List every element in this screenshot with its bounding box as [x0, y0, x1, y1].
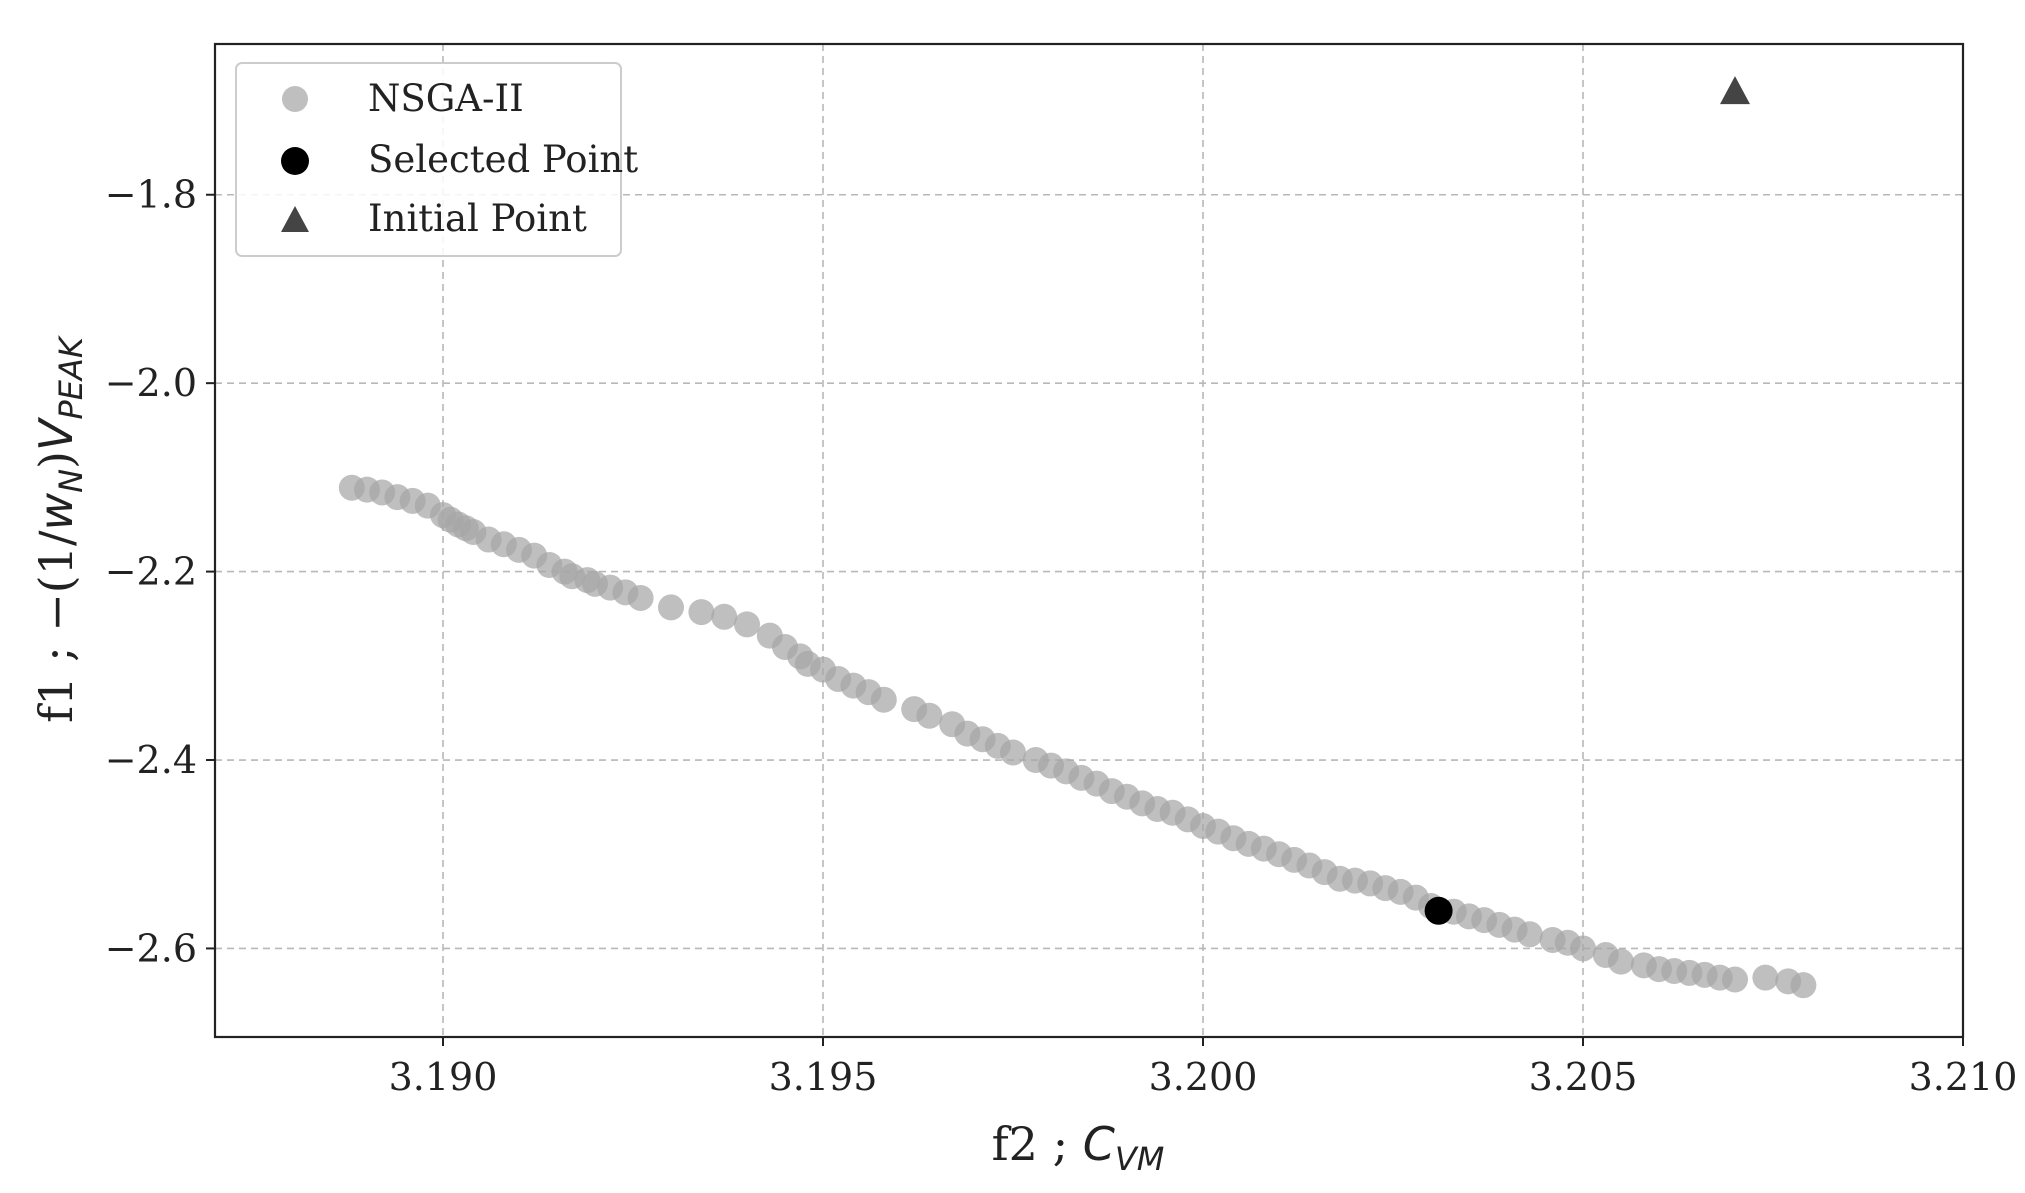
legend-marker-initial: [281, 206, 309, 232]
y-tick-label: −2.6: [105, 926, 197, 970]
y-tick-label: −2.2: [105, 550, 197, 594]
nsga-ii-point: [1000, 739, 1026, 766]
y-axis-label: f1 ; −(1/wN)VPEAK: [29, 334, 90, 723]
legend: NSGA-II Selected Point Initial Point: [235, 62, 638, 257]
nsga-ii-point: [658, 594, 684, 621]
nsga-ii-point: [688, 599, 715, 626]
x-tick-label: 3.195: [769, 1055, 878, 1099]
nsga-ii-point: [1790, 972, 1817, 999]
legend-box: [235, 62, 622, 257]
nsga-ii-point: [1722, 966, 1748, 993]
nsga-ii-point: [870, 686, 897, 713]
points-layer: [338, 76, 1817, 999]
y-tick-label: −2.0: [105, 361, 197, 405]
y-tick-label: −2.4: [105, 738, 197, 782]
nsga-ii-point: [627, 584, 654, 611]
initial-point: [1720, 76, 1750, 105]
legend-label-nsga: NSGA-II: [368, 77, 524, 120]
nsga-ii-point: [1516, 921, 1543, 948]
legend-marker-selected: [281, 147, 309, 175]
nsga-ii-point: [1608, 948, 1634, 975]
x-tick-label: 3.210: [1909, 1055, 2018, 1099]
x-tick-label: 3.190: [389, 1055, 498, 1099]
nsga-ii-point: [1570, 935, 1596, 962]
legend-marker-nsga: [282, 86, 308, 112]
y-tick-label: −1.8: [105, 173, 197, 217]
plot-frame: [213, 42, 1965, 1039]
nsga-ii-point: [916, 702, 943, 729]
x-tick-label: 3.200: [1149, 1055, 1258, 1099]
legend-label-selected: Selected Point: [368, 138, 638, 181]
nsga-ii-point: [711, 603, 738, 630]
nsga-ii-point: [1752, 964, 1779, 991]
x-tick-label: 3.205: [1529, 1055, 1638, 1099]
x-axis-label: f2 ; CVM: [992, 1117, 1165, 1178]
selected-point: [1424, 896, 1453, 925]
ticks-layer: 3.190 3.195 3.200 3.205 3.210 −1.8 −2.0 −2.2 −2.…: [105, 173, 2018, 1099]
nsga-ii-point: [734, 611, 760, 638]
grid-layer: [215, 44, 1964, 1037]
legend-label-initial: Initial Point: [368, 197, 587, 240]
